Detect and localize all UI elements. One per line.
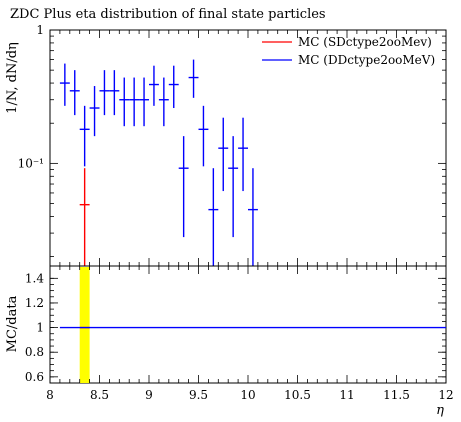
ratio-axis-ticks bbox=[49, 266, 447, 383]
x-tick-label: 11 bbox=[339, 388, 354, 402]
ratio-band-layer bbox=[79, 267, 90, 383]
main-axis-ticks bbox=[49, 29, 447, 266]
ratio-y-tick-labels: 0.6 0.8 1 1.2 1.4 bbox=[25, 271, 44, 384]
x-tick-label: 11.5 bbox=[383, 388, 410, 402]
ratio-y-tick-label: 1.4 bbox=[25, 271, 44, 285]
ratio-uncertainty-band bbox=[79, 267, 90, 383]
ratio-x-tick-labels: 8 8.5 9 9.5 10 10.5 11 11.5 12 bbox=[46, 388, 453, 402]
x-tick-label: 10.5 bbox=[284, 388, 311, 402]
legend-label-sd: MC (SDctype2ooMev) bbox=[298, 35, 432, 49]
x-tick-label: 12 bbox=[438, 388, 453, 402]
main-series-layer bbox=[59, 59, 258, 266]
ratio-y-tick-label: 1 bbox=[36, 321, 44, 335]
x-tick-label: 9 bbox=[145, 388, 153, 402]
main-y-tick-labels: 1 10⁻¹ bbox=[18, 23, 44, 170]
main-y-axis-label: 1/N, dN/dη bbox=[5, 42, 20, 114]
legend: MC (SDctype2ooMev) MC (DDctype2ooMeV) bbox=[262, 35, 435, 67]
ratio-y-tick-label: 0.6 bbox=[25, 370, 44, 384]
legend-label-dd: MC (DDctype2ooMeV) bbox=[298, 53, 435, 67]
ratio-y-tick-label: 0.8 bbox=[25, 345, 44, 359]
main-y-tick-label: 10⁻¹ bbox=[18, 156, 44, 170]
ratio-plot-frame bbox=[49, 265, 447, 384]
ratio-y-axis-label: MC/data bbox=[5, 295, 20, 352]
x-axis-label: η bbox=[436, 403, 444, 418]
x-tick-label: 9.5 bbox=[189, 388, 208, 402]
ratio-y-tick-label: 1.2 bbox=[25, 296, 44, 310]
x-tick-label: 10 bbox=[240, 388, 255, 402]
x-tick-label: 8.5 bbox=[90, 388, 109, 402]
main-y-tick-label: 1 bbox=[36, 23, 44, 37]
x-tick-label: 8 bbox=[46, 388, 54, 402]
chart-title: ZDC Plus eta distribution of final state… bbox=[10, 7, 326, 22]
